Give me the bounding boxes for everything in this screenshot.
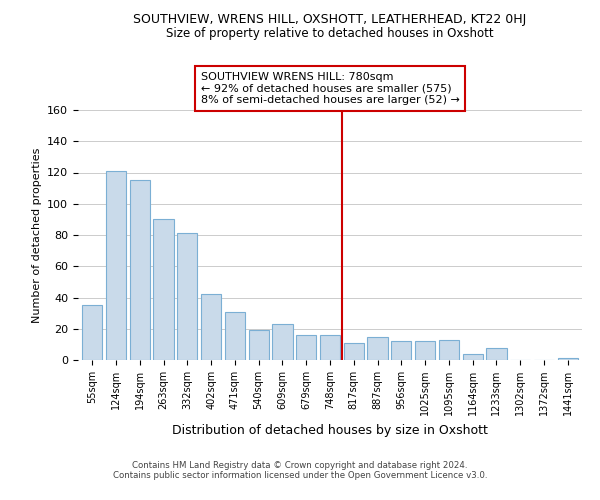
Bar [344, 343, 364, 360]
Bar [391, 341, 412, 360]
Bar [439, 340, 459, 360]
Bar [82, 306, 103, 360]
Bar [557, 358, 578, 360]
Bar [154, 220, 173, 360]
Bar [248, 330, 269, 360]
Bar [106, 171, 126, 360]
Text: SOUTHVIEW WRENS HILL: 780sqm
← 92% of detached houses are smaller (575)
8% of se: SOUTHVIEW WRENS HILL: 780sqm ← 92% of de… [200, 72, 460, 105]
Bar [415, 341, 435, 360]
Y-axis label: Number of detached properties: Number of detached properties [32, 148, 41, 322]
Text: SOUTHVIEW, WRENS HILL, OXSHOTT, LEATHERHEAD, KT22 0HJ: SOUTHVIEW, WRENS HILL, OXSHOTT, LEATHERH… [133, 12, 527, 26]
Bar [130, 180, 150, 360]
Bar [201, 294, 221, 360]
Bar [296, 335, 316, 360]
Bar [272, 324, 293, 360]
Bar [225, 312, 245, 360]
Bar [177, 234, 197, 360]
Text: Size of property relative to detached houses in Oxshott: Size of property relative to detached ho… [166, 28, 494, 40]
Bar [487, 348, 506, 360]
Bar [367, 336, 388, 360]
Text: Contains HM Land Registry data © Crown copyright and database right 2024.
Contai: Contains HM Land Registry data © Crown c… [113, 460, 487, 480]
Bar [463, 354, 483, 360]
Bar [320, 335, 340, 360]
X-axis label: Distribution of detached houses by size in Oxshott: Distribution of detached houses by size … [172, 424, 488, 436]
